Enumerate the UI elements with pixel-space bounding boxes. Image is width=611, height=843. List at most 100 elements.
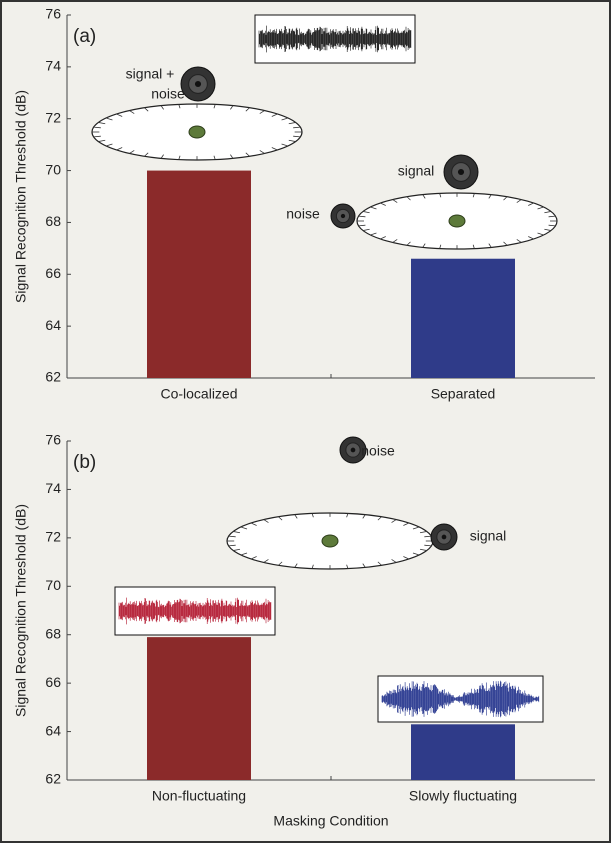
dial-tick xyxy=(358,215,366,218)
y-tick-label: 74 xyxy=(45,58,61,74)
dial-tick xyxy=(346,513,349,518)
x-tick-label: Co-localized xyxy=(160,386,237,402)
x-axis-label: Masking Condition xyxy=(273,813,388,829)
bar xyxy=(411,258,515,378)
dial-tick xyxy=(228,544,236,547)
dial-tick xyxy=(392,239,398,243)
dial-tick xyxy=(424,544,432,547)
speaker-center xyxy=(340,213,346,219)
annotation: signal + xyxy=(126,66,175,82)
dial-tick xyxy=(544,211,552,214)
dial-tick xyxy=(406,241,411,246)
y-tick-label: 64 xyxy=(45,722,61,738)
dial-tick xyxy=(346,564,349,569)
dial-tick xyxy=(391,559,397,563)
y-axis-label: Signal Recognition Threshold (dB) xyxy=(13,90,29,303)
dial-tick xyxy=(278,516,283,521)
y-tick-label: 62 xyxy=(45,369,61,385)
dial-tick xyxy=(370,206,377,210)
dial-tick xyxy=(412,526,420,530)
dial-tick xyxy=(419,548,427,551)
dial-tick xyxy=(288,122,296,125)
dial-tick xyxy=(105,117,113,121)
annotation: signal xyxy=(470,528,507,544)
dial-tick xyxy=(516,239,522,243)
x-tick-label: Separated xyxy=(431,386,496,402)
dial-tick xyxy=(412,552,420,556)
dial-tick xyxy=(105,143,113,147)
dial-tick xyxy=(116,147,123,151)
y-tick-label: 76 xyxy=(45,432,61,448)
annotation: noise xyxy=(286,206,320,222)
dial-tick xyxy=(406,196,411,201)
dial-tick xyxy=(245,107,250,112)
y-tick-label: 72 xyxy=(45,109,61,125)
x-tick-label: Slowly fluctuating xyxy=(409,788,517,804)
dial-tick xyxy=(380,202,386,206)
dial-tick xyxy=(362,563,366,568)
y-tick-label: 76 xyxy=(45,6,61,22)
dial-tick xyxy=(263,559,269,563)
dial-tick xyxy=(93,135,101,138)
speaker-center xyxy=(194,80,202,88)
waveform xyxy=(381,680,540,718)
y-tick-label: 74 xyxy=(45,480,61,496)
dial-tick xyxy=(160,154,164,159)
dial-tick xyxy=(271,147,278,151)
bar xyxy=(147,637,251,780)
dial-tick xyxy=(419,531,427,534)
dial-tick xyxy=(213,155,216,160)
dial-tick xyxy=(250,522,257,526)
dial-tick xyxy=(503,241,508,246)
dial-tick xyxy=(439,244,442,249)
dial-tick xyxy=(370,232,377,236)
speaker-center xyxy=(350,447,356,453)
dial-tick xyxy=(403,556,410,560)
dial-tick xyxy=(294,514,298,519)
bar xyxy=(411,724,515,780)
dial-tick xyxy=(144,107,149,112)
dial-tick xyxy=(259,110,265,114)
dial-tick xyxy=(178,104,181,109)
dial-tick xyxy=(98,139,106,142)
dial-tick xyxy=(422,243,426,248)
y-tick-label: 68 xyxy=(45,213,61,229)
panel-label: (a) xyxy=(73,26,96,47)
dial-tick xyxy=(278,561,283,566)
dial-tick xyxy=(358,224,366,227)
dial-tick xyxy=(240,552,248,556)
dial-tick xyxy=(230,154,234,159)
bar xyxy=(147,170,251,378)
dial-tick xyxy=(288,139,296,142)
y-tick-label: 70 xyxy=(45,161,61,177)
dial-tick xyxy=(362,228,370,231)
dial-tick xyxy=(537,232,544,236)
y-tick-label: 64 xyxy=(45,317,61,333)
dial-tick xyxy=(362,211,370,214)
dial-tick xyxy=(233,531,241,534)
dial-tick xyxy=(263,519,269,523)
annotation: noise xyxy=(361,443,395,459)
speaker-center xyxy=(457,168,465,176)
x-tick-label: Non-fluctuating xyxy=(152,788,246,804)
dial-tick xyxy=(281,143,289,147)
dial-tick xyxy=(380,236,386,240)
dial-tick xyxy=(424,535,432,538)
dial-tick xyxy=(160,105,164,110)
dial-tick xyxy=(213,104,216,109)
dial-tick xyxy=(392,199,398,203)
dial-tick xyxy=(250,556,257,560)
y-tick-label: 66 xyxy=(45,265,61,281)
y-tick-label: 62 xyxy=(45,771,61,787)
panel-label: (b) xyxy=(73,452,96,473)
dial-tick xyxy=(548,215,556,218)
frog xyxy=(448,214,466,228)
dial-tick xyxy=(377,561,382,566)
dial-tick xyxy=(537,206,544,210)
y-tick-label: 68 xyxy=(45,625,61,641)
dial-tick xyxy=(293,135,301,138)
dial-tick xyxy=(528,236,534,240)
waveform xyxy=(118,597,272,625)
dial-tick xyxy=(240,526,248,530)
